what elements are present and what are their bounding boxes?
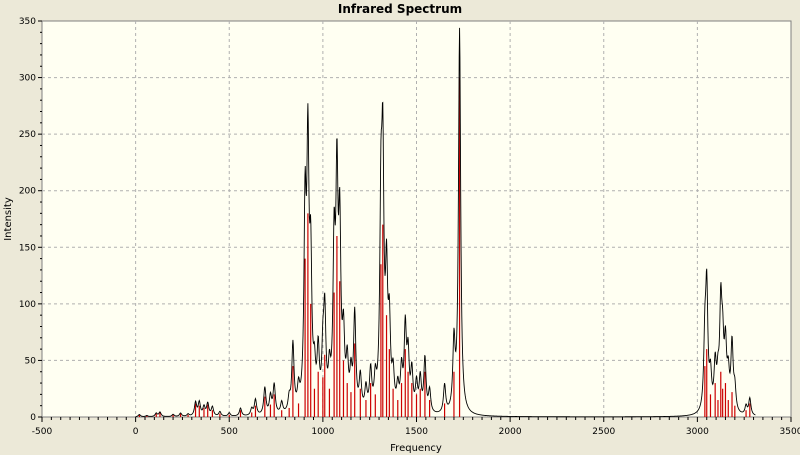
y-tick-label: 50 [25, 356, 37, 366]
stick-bars [138, 77, 751, 417]
x-tick-label: 500 [221, 427, 238, 437]
y-tick-label: 0 [30, 413, 36, 423]
spectrum-line-layer [135, 27, 756, 418]
y-tick-label: 200 [19, 187, 36, 197]
y-axis-ticks: 0 50 100 150 200 250 300 350 [19, 17, 42, 423]
y-axis-label: Intensity [3, 197, 14, 241]
chart-title: Infrared Spectrum [337, 2, 463, 16]
y-tick-label: 300 [19, 74, 36, 84]
x-tick-label: 1500 [405, 427, 428, 437]
x-axis-label: Frequency [390, 443, 442, 454]
x-tick-label: 3000 [686, 427, 709, 437]
grid-layer [42, 21, 791, 417]
spectrum-line [135, 27, 756, 418]
x-tick-label: 2000 [499, 427, 522, 437]
y-tick-label: 350 [19, 17, 36, 27]
y-tick-label: 150 [19, 243, 36, 253]
x-tick-label: 2500 [592, 427, 615, 437]
y-tick-label: 250 [19, 130, 36, 140]
x-tick-label: 1000 [311, 427, 334, 437]
x-tick-label: -500 [32, 427, 53, 437]
x-axis-ticks: -500 0 500 1000 1500 2000 2500 3000 3500 [32, 417, 800, 437]
y-tick-label: 100 [19, 300, 36, 310]
x-tick-label: 0 [133, 427, 139, 437]
x-tick-label: 3500 [780, 427, 800, 437]
